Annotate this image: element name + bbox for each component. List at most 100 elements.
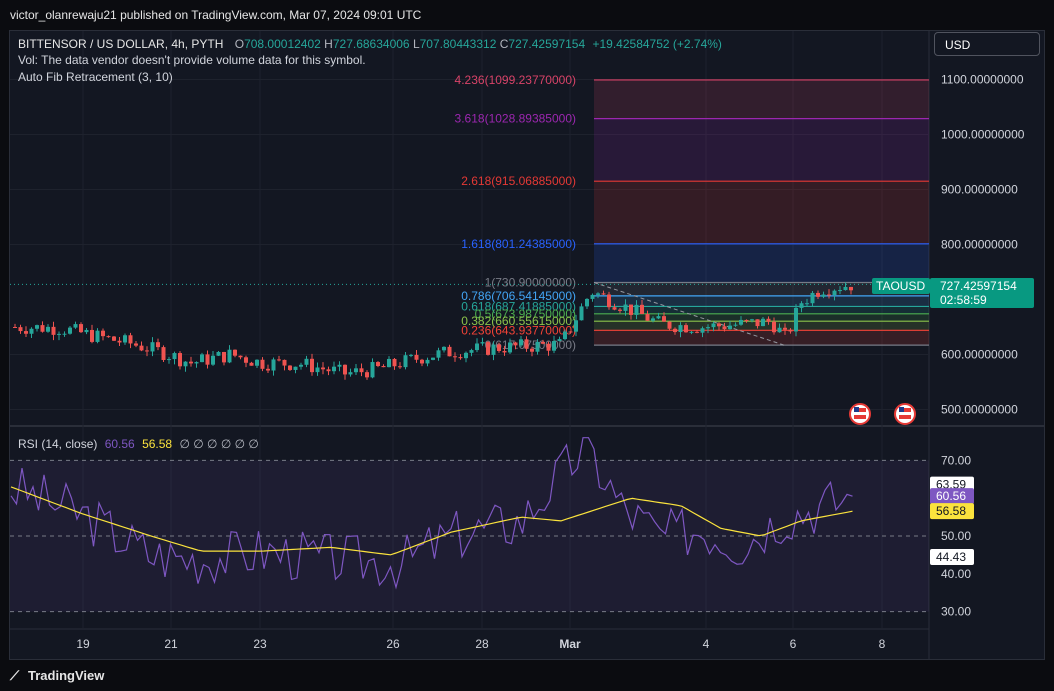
candle-body [442,346,446,351]
candle-body [420,359,424,364]
candle-body [200,354,204,363]
candle-body [838,290,842,292]
symbol-tag-bg [872,278,930,294]
us-flag-stripe [899,408,911,412]
close-label: C [499,37,509,51]
candle-body [139,345,144,351]
rsi-value: 60.56 [104,437,135,451]
fib-level-label: 0.236(643.93770000) [461,323,576,337]
candle-body [475,343,479,351]
us-flag-stripe [854,415,866,419]
candle-body [414,354,419,360]
fib-level-label: 3.618(1028.89385000) [455,112,576,126]
candle-body [227,349,232,363]
currency-button[interactable]: USD [934,32,1040,56]
candle-body [634,304,639,315]
candle-body [255,359,259,366]
candle-body [51,326,56,335]
candle-body [739,319,743,325]
candle-body [695,331,699,333]
candle-body [601,293,606,295]
candle-body [684,325,688,333]
candle-body [772,321,776,333]
candle-body [101,330,105,337]
candle-body [662,316,666,322]
symbol-tag: TAOUSD [876,279,925,293]
candle-body [596,293,600,295]
candle-body [244,357,248,363]
chart-canvas[interactable]: 4.236(1099.23770000) 3.618(1028.89385000)… [10,31,1045,660]
candle-body [557,339,562,342]
us-flag-event-icon[interactable] [894,403,916,425]
candle-body [288,365,292,370]
candle-body [403,355,408,368]
fib-indicator-label[interactable]: Auto Fib Retracement (3, 10) [18,70,173,84]
price-axis-label: 800.00000000 [941,238,1018,252]
candle-body [788,329,793,332]
time-axis-label: 19 [76,637,90,651]
candle-body [387,358,391,368]
close-value: 727.42597154 [508,37,586,51]
candle-body [211,355,215,365]
fib-zone [594,306,929,314]
candle-body [161,347,166,360]
candle-body [266,368,270,371]
candle-body [128,335,133,344]
rsi-value-tag: 56.58 [936,504,966,518]
fib-level-label: 4.236(1099.23770000) [455,73,576,87]
open-value: 708.00012402 [244,37,321,51]
candle-body [337,364,342,367]
fib-level-label: 0.618(687.41885000) [461,299,576,313]
candle-body [409,354,413,356]
fib-zone [594,313,929,322]
candle-body [194,362,199,364]
candle-body [799,303,804,308]
candle-body [530,348,534,352]
candle-body [90,329,94,342]
candle-body [205,354,210,365]
candle-body [810,292,815,304]
tradingview-logo-text: TradingView [28,668,105,683]
candle-body [354,368,358,373]
candle-body [436,350,441,358]
candle-body [827,294,831,296]
last-price-tag: 727.42597154 [940,279,1017,293]
candle-body [805,303,809,305]
candle-body [513,342,518,346]
rsi-axis-label: 40.00 [941,567,971,581]
candle-body [167,359,171,361]
candle-body [843,286,848,291]
candle-body [629,304,633,315]
candle-body [84,329,89,333]
candle-body [299,364,303,367]
candle-body [816,292,820,297]
chart-pane[interactable]: 4.236(1099.23770000) 3.618(1028.89385000)… [9,30,1045,660]
us-flag-event-icon[interactable] [849,403,871,425]
candle-body [508,342,512,353]
candle-body [348,372,353,375]
price-axis-label: 600.00000000 [941,348,1018,362]
candle-body [667,321,672,329]
time-axis-label: Mar [559,637,581,651]
candle-body [612,307,617,310]
candle-body [546,343,551,351]
candle-body [574,320,578,332]
candle-body [95,330,100,342]
fib-level-label: 1.618(801.24385000) [461,237,576,251]
fib-level-label: 0.5(673.98750000) [475,307,576,321]
rsi-line [10,437,853,590]
symbol-legend: BITTENSOR / US DOLLAR, 4h, PYTH O708.000… [18,37,722,51]
fib-level-label: 2.618(915.06885000) [461,174,576,188]
fib-zone [594,79,929,119]
candle-body [13,327,17,328]
candle-body [310,358,314,373]
candle-body [35,325,39,329]
fib-level-label: 0.786(706.54145000) [461,289,576,303]
rsi-legend[interactable]: RSI (14, close) 60.56 56.58 ∅ ∅ ∅ ∅ ∅ ∅ [18,437,259,451]
us-flag-stripe [899,415,911,419]
candle-body [134,343,138,346]
candle-body [700,328,705,333]
candle-body [453,356,457,358]
candle-body [277,359,281,361]
tradingview-mark-icon: ⟋ [10,668,20,683]
